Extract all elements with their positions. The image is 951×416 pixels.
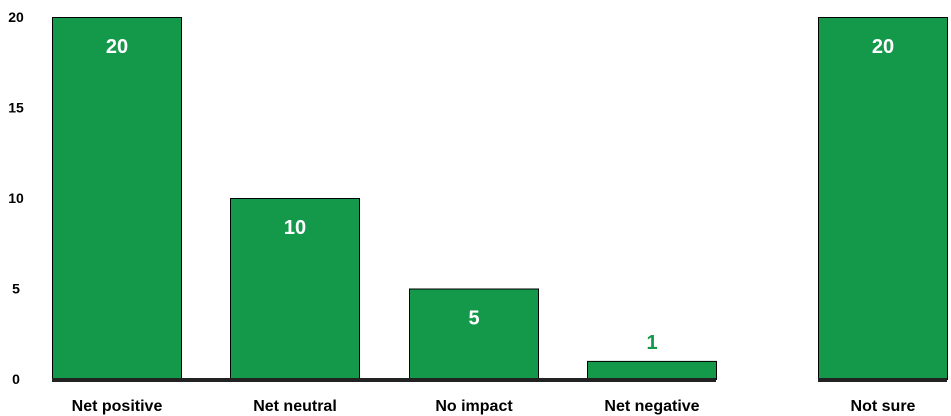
category-label: Net positive [72, 398, 163, 415]
bar [409, 288, 539, 380]
data-labels-group: 20 10 5 1 20 [106, 36, 894, 354]
y-axis-ticks: 0 5 10 15 20 [8, 9, 24, 387]
y-tick-label: 10 [8, 190, 24, 206]
category-label: Net negative [604, 398, 699, 415]
baseline [818, 378, 947, 382]
baseline-group [52, 378, 947, 382]
data-label: 10 [284, 217, 306, 239]
category-label: Not sure [851, 398, 916, 415]
y-tick-label: 0 [12, 371, 20, 387]
category-label: No impact [435, 398, 513, 415]
y-tick-label: 20 [8, 9, 24, 25]
data-label: 20 [872, 36, 894, 58]
bar [587, 360, 717, 380]
category-labels-group: Net positive Net neutral No impact Net nega… [72, 398, 916, 415]
bar [230, 198, 360, 380]
baseline [52, 378, 716, 382]
category-label: Net neutral [253, 398, 337, 415]
data-label: 5 [468, 308, 479, 330]
data-label: 20 [106, 36, 128, 58]
data-label: 1 [646, 332, 657, 354]
bars-group [52, 17, 948, 380]
y-tick-label: 5 [12, 281, 20, 297]
y-tick-label: 15 [8, 100, 24, 116]
bar [52, 17, 182, 380]
bar [818, 17, 948, 380]
